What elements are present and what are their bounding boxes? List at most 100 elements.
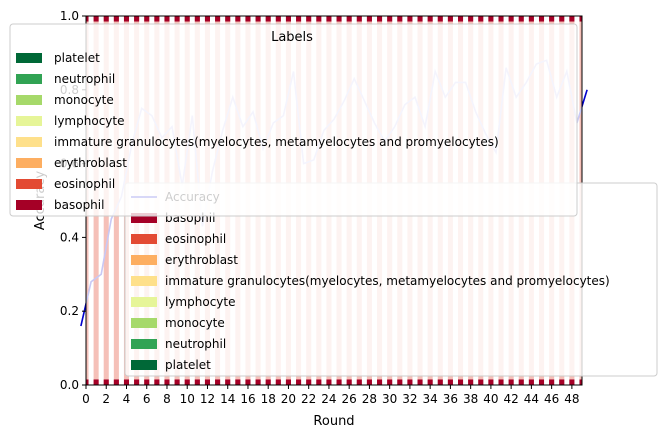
bar-base-2 [103,379,109,385]
bar-top-46 [549,16,555,22]
bar-top-6 [144,16,150,22]
combined-legend: Accuracybasophileosinophilerythroblastim… [124,182,658,377]
bar-top-47 [559,16,565,22]
bar-top-16 [245,16,251,22]
y-tick-label: 0.2 [60,304,79,318]
bar-top-7 [154,16,160,22]
bar-base-16 [245,379,251,385]
x-tick-label: 18 [261,392,276,406]
x-tick-label: 38 [463,392,478,406]
bar-top-43 [518,16,524,22]
legend-swatch [131,255,157,265]
bar-top-36 [447,16,453,22]
bar-base-25 [336,379,342,385]
bar-base-43 [518,379,524,385]
bar-base-8 [164,379,170,385]
legend-swatch [131,297,157,307]
bar-base-44 [528,379,534,385]
x-tick-label: 44 [524,392,539,406]
bar-top-29 [377,16,383,22]
legend-swatch [16,53,42,63]
x-axis-label: Round [313,414,354,429]
x-tick-label: 14 [220,392,235,406]
legend-swatch [16,74,42,84]
labels-legend: Labels platelet neutrophil monocyte lymphoc… [9,23,578,217]
bar-base-46 [549,379,555,385]
bar-base-12 [204,379,210,385]
bar-base-36 [447,379,453,385]
bar-base-48 [569,379,575,385]
bar-base-30 [387,379,393,385]
legend-swatch [16,200,42,210]
x-tick-label: 48 [564,392,579,406]
bar-top-33 [417,16,423,22]
bar-top-21 [296,16,302,22]
bar-top-9 [174,16,180,22]
bar-base-7 [154,379,160,385]
bar-top-44 [528,16,534,22]
bar-top-11 [194,16,200,22]
labels-legend-entry: platelet [54,51,100,65]
bar-base-4 [123,379,130,385]
combined-legend-entry: monocyte [165,316,225,330]
labels-legend-entry: basophil [54,198,104,212]
bar-top-42 [508,16,514,22]
combined-legend-entry: neutrophil [165,337,226,351]
bar-top-3 [113,16,119,22]
bar-base-9 [174,379,180,385]
bar-top-20 [285,16,291,22]
bar-base-34 [427,379,433,385]
x-tick-label: 16 [240,392,255,406]
bar-base-24 [326,379,332,385]
bar-top-23 [316,16,322,22]
x-tick-label: 4 [123,392,131,406]
bar-top-4 [123,16,130,22]
bar-top-18 [265,16,271,22]
bar-base-21 [296,379,302,385]
x-tick-label: 36 [443,392,458,406]
bar-base-23 [316,379,322,385]
x-tick-label: 40 [483,392,498,406]
x-tick-label: 2 [102,392,110,406]
labels-legend-entry: neutrophil [54,72,115,86]
combined-legend-entry: immature granulocytes(myelocytes, metamy… [165,274,610,288]
x-tick-label: 20 [281,392,296,406]
bar-top-14 [225,16,231,22]
combined-legend-entry: lymphocyte [165,295,235,309]
legend-swatch [16,179,42,189]
bar-base-41 [498,379,504,385]
legend-swatch [131,276,157,286]
bar-top-38 [468,16,474,22]
bar-top-19 [275,16,281,22]
bar-base-40 [488,379,494,385]
legend-swatch [16,95,42,105]
bar-base-10 [184,379,190,385]
x-tick-label: 12 [200,392,215,406]
x-tick-label: 10 [180,392,195,406]
bar-top-27 [356,16,362,22]
x-tick-label: 6 [143,392,151,406]
bar-top-5 [134,16,140,22]
y-tick-label: 0.4 [60,230,79,244]
x-tick-label: 32 [402,392,417,406]
bar-top-25 [336,16,342,22]
bar-top-12 [204,16,210,22]
bar-base-35 [437,379,443,385]
bar-top-48 [569,16,575,22]
bar-top-41 [498,16,504,22]
labels-legend-entry: monocyte [54,93,114,107]
bar-top-17 [255,16,261,22]
bar-base-14 [225,379,231,385]
labels-legend-entry: lymphocyte [54,114,124,128]
bar-base-26 [346,379,352,385]
bar-base-6 [144,379,150,385]
bar-top-32 [407,16,413,22]
legend-swatch [16,158,42,168]
bar-top-13 [215,16,221,22]
combined-legend-entry: eosinophil [165,232,226,246]
legend-swatch [131,213,157,223]
bar-base-42 [508,379,514,385]
bar-top-39 [478,16,484,22]
labels-legend-title: Labels [271,30,313,45]
bar-base-5 [134,379,140,385]
